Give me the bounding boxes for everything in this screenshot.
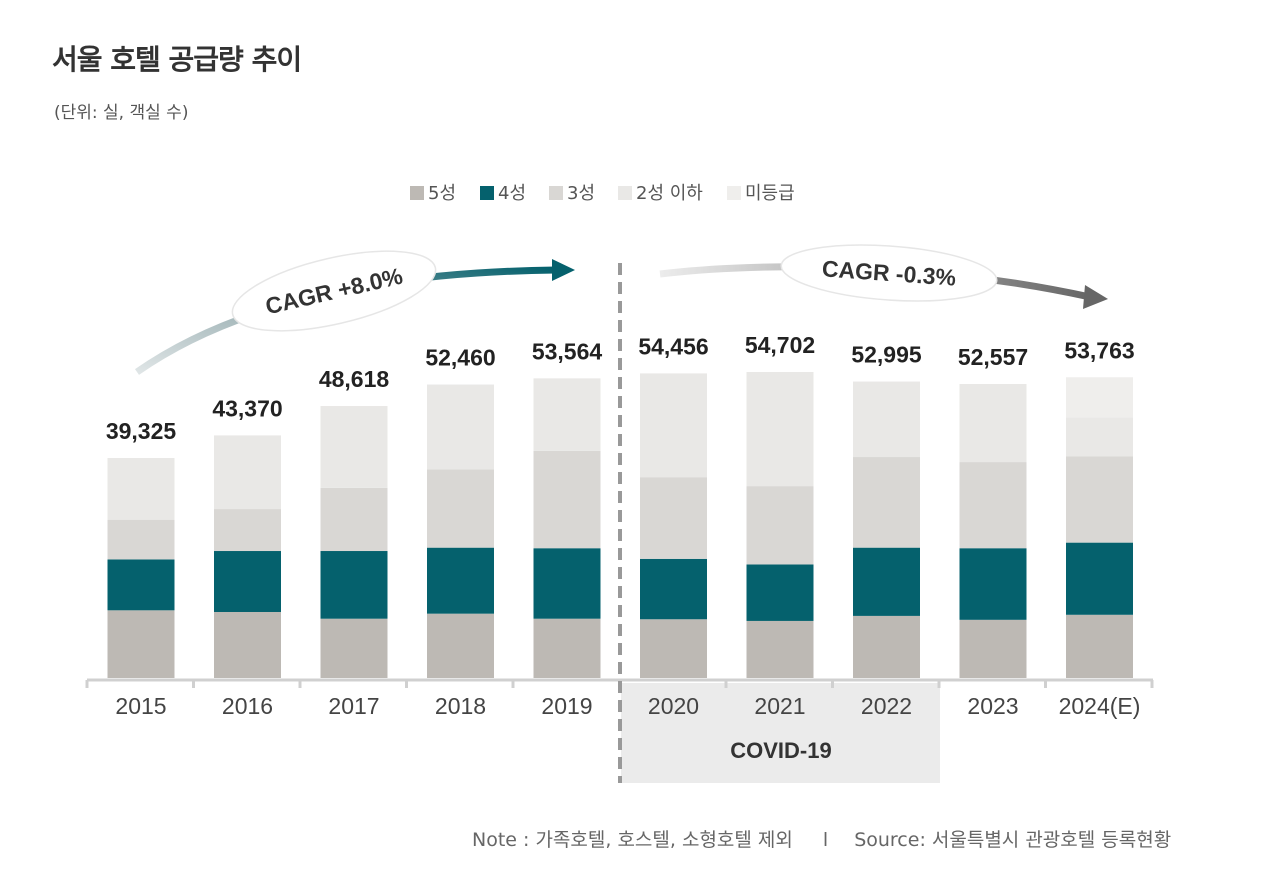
- bar-2016-series-2: [214, 509, 281, 552]
- legend-label: 4성: [498, 183, 526, 204]
- bar-2017-series-2: [320, 487, 388, 552]
- bar-2022-series-3: [853, 381, 920, 458]
- legend-swatch: [618, 186, 632, 200]
- bar-2016-series-1: [214, 551, 281, 612]
- x-tick-label: 2017: [328, 693, 379, 719]
- total-label: 52,557: [958, 344, 1028, 370]
- x-tick-label: 2016: [222, 693, 273, 719]
- bar-2019-series-0: [533, 618, 601, 678]
- bar-2020-series-2: [640, 477, 707, 559]
- x-tick-label: 2023: [967, 693, 1018, 719]
- bar-2024(E)-series-3: [1066, 417, 1133, 457]
- unit-label: (단위: 실, 객실 수): [54, 103, 189, 123]
- bars: [107, 372, 1133, 678]
- x-tick-label: 2015: [115, 693, 166, 719]
- bar-2024(E)-series-1: [1066, 542, 1133, 615]
- bar-2015-series-0: [107, 610, 175, 678]
- bar-2020-series-1: [640, 558, 707, 620]
- bar-2022-series-2: [853, 457, 920, 548]
- source-text: Source: 서울특별시 관광호텔 등록현황: [854, 829, 1172, 851]
- legend: 5성 4성 3성 2성 이하 미등급: [410, 183, 795, 204]
- legend-label: 미등급: [745, 183, 795, 204]
- x-tick-label: 2021: [754, 693, 805, 719]
- bar-2019-series-1: [533, 548, 601, 619]
- bar-2017-series-3: [320, 406, 388, 488]
- note-text: Note : 가족호텔, 호스텔, 소형호텔 제외: [472, 829, 793, 851]
- cagr-growth-arrowhead: [552, 259, 575, 281]
- total-label: 53,763: [1064, 337, 1134, 363]
- total-label: 54,702: [745, 332, 815, 358]
- footnote: Note : 가족호텔, 호스텔, 소형호텔 제외 l Source: 서울특별시 …: [472, 825, 1171, 852]
- legend-swatch: [480, 186, 494, 200]
- total-labels: 39,325 43,370 48,618 52,460 53,564 54,456 54,7…: [106, 332, 1135, 444]
- bar-2020-series-0: [640, 619, 707, 678]
- bar-2019-series-2: [533, 450, 601, 549]
- bar-2015-series-3: [107, 458, 175, 520]
- bar-2018-series-2: [427, 469, 494, 548]
- bar-2018-series-1: [427, 547, 494, 614]
- legend-swatch: [410, 186, 424, 200]
- bar-2017-series-1: [320, 551, 388, 619]
- bar-2015-series-2: [107, 519, 175, 560]
- covid-band: [621, 683, 940, 783]
- covid-label: COVID-19: [730, 738, 831, 763]
- cagr-before-bubble: CAGR +8.0%: [231, 250, 437, 332]
- total-label: 53,564: [532, 338, 603, 364]
- total-label: 39,325: [106, 418, 177, 444]
- bar-2021-series-1: [746, 564, 814, 621]
- bar-2023-series-1: [959, 548, 1027, 620]
- bar-2023-series-2: [959, 462, 1027, 549]
- legend-label: 5성: [428, 183, 456, 204]
- legend-label: 2성 이하: [636, 183, 703, 204]
- bar-2022-series-1: [853, 547, 920, 616]
- bar-2024(E)-series-4: [1066, 377, 1133, 418]
- cagr-decline-arrowhead: [1083, 285, 1108, 309]
- x-tick-label: 2024(E): [1059, 693, 1141, 719]
- cagr-after-bubble: CAGR -0.3%: [780, 244, 998, 302]
- total-label: 52,995: [851, 342, 922, 368]
- x-tick-label: 2019: [541, 693, 592, 719]
- bar-2015-series-1: [107, 559, 175, 611]
- chart-title: 서울 호텔 공급량 추이: [52, 43, 302, 76]
- bar-2018-series-3: [427, 384, 494, 470]
- bar-2022-series-0: [853, 615, 920, 678]
- bar-2016-series-0: [214, 611, 281, 678]
- bar-2023-series-0: [959, 619, 1027, 678]
- note-separator: l: [822, 829, 829, 851]
- legend-swatch: [549, 186, 563, 200]
- bar-2023-series-3: [959, 383, 1027, 463]
- legend-label: 3성: [567, 183, 595, 204]
- total-label: 52,460: [425, 345, 495, 371]
- bar-2020-series-3: [640, 373, 707, 478]
- bar-2016-series-3: [214, 435, 281, 510]
- bar-2019-series-3: [533, 378, 601, 451]
- total-label: 48,618: [319, 366, 390, 392]
- bar-2021-series-3: [746, 372, 814, 487]
- total-label: 43,370: [212, 395, 282, 421]
- x-axis-ticks: [85, 680, 1154, 688]
- x-axis-labels: 2015 2016 2017 2018 2019 2020 2021 2022 2023 2024…: [115, 693, 1140, 719]
- x-tick-label: 2018: [435, 693, 486, 719]
- bar-2017-series-0: [320, 618, 388, 678]
- bar-2021-series-0: [746, 620, 814, 678]
- bar-2018-series-0: [427, 613, 494, 678]
- bar-2024(E)-series-0: [1066, 614, 1133, 678]
- bar-2021-series-2: [746, 486, 814, 565]
- legend-swatch: [727, 186, 741, 200]
- x-tick-label: 2022: [861, 693, 912, 719]
- total-label: 54,456: [638, 333, 708, 359]
- bar-2024(E)-series-2: [1066, 456, 1133, 543]
- x-tick-label: 2020: [648, 693, 699, 719]
